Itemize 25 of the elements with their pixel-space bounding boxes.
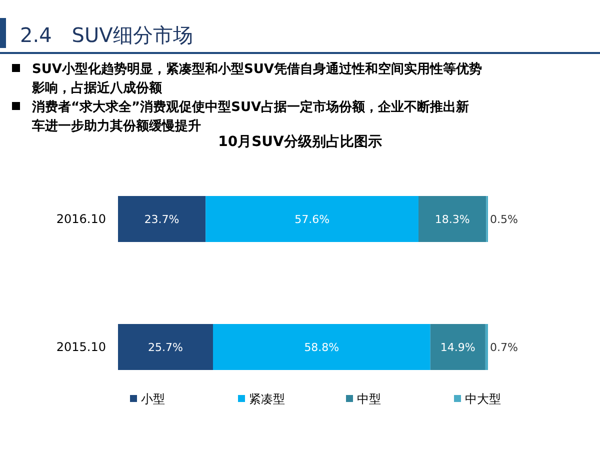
bar [212, 324, 430, 370]
data-label: 14.9% [440, 341, 476, 354]
legend-label: 紧凑型 [249, 392, 285, 406]
bar [206, 196, 419, 242]
text: SUV小型化趋势明显，紧凑型和小型SUV凭借自身通过性和空间实用性等优势影响，占据近八成份额 [31, 61, 482, 96]
y-tick-label: 2016.10 [56, 212, 106, 226]
bar [418, 196, 486, 242]
data-label: 58.8% [304, 341, 340, 354]
legend-label: 中型 [357, 392, 381, 406]
y-tick-label: 2015.10 [56, 340, 106, 354]
legend-label: 小型 [141, 392, 165, 406]
data-label: 25.7% [148, 341, 183, 354]
bar [118, 324, 213, 370]
chart-title: 2.4 SUV细分市场 [20, 23, 193, 47]
bar [430, 324, 486, 370]
bar [485, 324, 488, 370]
data-label: 0.7% [490, 341, 518, 354]
legend-label: 中大型 [465, 392, 501, 406]
data-label: 0.5% [490, 213, 518, 226]
chart-subtitle: 10月SUV分级别占比图示 [218, 134, 382, 150]
bar [118, 196, 206, 242]
data-label: 18.3% [434, 213, 470, 226]
text: 消费者“求大求全”消费观促使中型SUV占据一定市场份额，企业不断推出新车进一步助力其份额缓慢提升 [31, 99, 470, 134]
data-label: 57.6% [294, 213, 330, 226]
data-label: 23.7% [144, 213, 180, 226]
